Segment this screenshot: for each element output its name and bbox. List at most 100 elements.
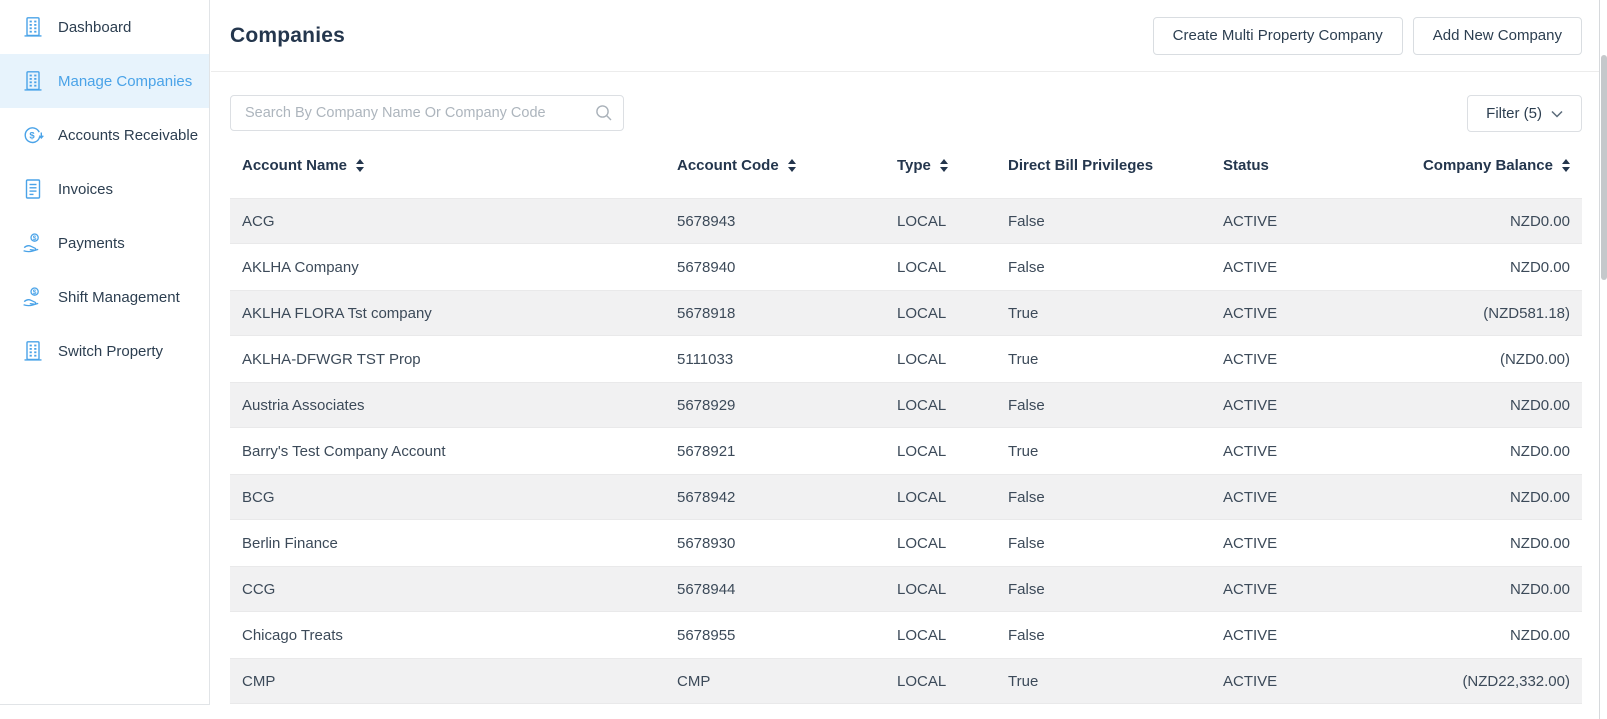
cell-direct-bill-privileges: False <box>1008 580 1045 598</box>
sidebar-item-shift-management[interactable]: $ Shift Management <box>0 270 209 324</box>
cell-type: LOCAL <box>897 212 947 230</box>
sidebar-item-label: Accounts Receivable <box>58 126 199 144</box>
sidebar-item-label: Shift Management <box>58 288 180 306</box>
sort-icon <box>787 158 796 172</box>
cell-direct-bill-privileges: False <box>1008 396 1045 414</box>
cell-account-name: ACG <box>242 212 275 230</box>
column-header-account-code[interactable]: Account Code <box>665 157 885 174</box>
cell-direct-bill-privileges: True <box>1008 304 1039 322</box>
cell-status: ACTIVE <box>1223 626 1278 644</box>
column-header-company-balance[interactable]: Company Balance <box>1383 157 1582 174</box>
search-box <box>230 95 624 131</box>
table-row[interactable]: Chicago Treats 5678955 LOCAL False ACTIVE NZD… <box>230 612 1582 658</box>
cell-direct-bill-privileges: True <box>1008 672 1039 690</box>
sidebar: Dashboard Manage Companies $ Accounts Re… <box>0 0 210 705</box>
sidebar-item-invoices[interactable]: Invoices <box>0 162 209 216</box>
sidebar-item-manage-companies[interactable]: Manage Companies <box>0 54 209 108</box>
cell-direct-bill-privileges: False <box>1008 212 1045 230</box>
table-row[interactable]: AKLHA-DFWGR TST Prop 5111033 LOCAL True ACTI… <box>230 336 1582 382</box>
cell-account-name: Berlin Finance <box>242 534 338 552</box>
sidebar-item-switch-property[interactable]: Switch Property <box>0 324 209 378</box>
cell-status: ACTIVE <box>1223 580 1278 598</box>
cell-type: LOCAL <box>897 258 947 276</box>
add-new-company-button[interactable]: Add New Company <box>1412 16 1582 55</box>
page-title: Companies <box>230 23 345 47</box>
sidebar-item-label: Invoices <box>58 180 114 198</box>
cell-status: ACTIVE <box>1223 488 1278 506</box>
table-row[interactable]: Austria Associates 5678929 LOCAL False ACTIV… <box>230 382 1582 428</box>
svg-text:$: $ <box>29 131 35 142</box>
cell-account-name: CCG <box>242 580 276 598</box>
cell-account-code: 5678930 <box>677 534 736 552</box>
table-row[interactable]: AKLHA Company 5678940 LOCAL False ACTIVE NZD0… <box>230 244 1582 290</box>
building-icon <box>21 339 45 363</box>
cell-direct-bill-privileges: False <box>1008 258 1045 276</box>
sort-icon <box>356 158 365 172</box>
building-icon <box>21 69 45 93</box>
cell-account-name: Chicago Treats <box>242 626 343 644</box>
cell-account-code: 5678929 <box>677 396 736 414</box>
header-actions: Create Multi Property Company Add New Co… <box>1152 16 1582 55</box>
cell-account-name: BCG <box>242 488 275 506</box>
sort-icon <box>1562 158 1570 172</box>
sort-icon <box>939 158 948 172</box>
main-content: Companies Create Multi Property Company … <box>211 0 1599 719</box>
table-header: Account Name Account Code Type Direct Bill … <box>230 132 1582 198</box>
table-row[interactable]: Berlin Finance 5678930 LOCAL False ACTIVE NZD… <box>230 520 1582 566</box>
cell-account-name: Austria Associates <box>242 396 365 414</box>
sidebar-item-accounts-receivable[interactable]: $ Accounts Receivable <box>0 108 209 162</box>
cell-account-code: 5678918 <box>677 304 736 322</box>
table-row[interactable]: CMP CMP LOCAL True ACTIVE (NZD22,332.00) <box>230 658 1582 704</box>
column-label: Type <box>897 156 931 174</box>
table-row[interactable]: AKLHA FLORA Tst company 5678918 LOCAL True A… <box>230 290 1582 336</box>
column-header-account-name[interactable]: Account Name <box>230 157 665 174</box>
table-row[interactable]: CCG 5678944 LOCAL False ACTIVE NZD0.00 <box>230 566 1582 612</box>
cell-company-balance: NZD0.00 <box>1509 258 1570 276</box>
table-row[interactable]: Barry's Test Company Account 5678921 LOCAL… <box>230 428 1582 474</box>
cell-company-balance: (NZD0.00) <box>1499 350 1570 368</box>
sidebar-item-label: Switch Property <box>58 342 164 360</box>
cell-account-code: 5678942 <box>677 488 736 506</box>
cell-type: LOCAL <box>897 396 947 414</box>
column-label: Status <box>1223 156 1269 174</box>
cell-account-code: 5111033 <box>677 350 734 368</box>
table-row[interactable]: BCG 5678942 LOCAL False ACTIVE NZD0.00 <box>230 474 1582 520</box>
payments-icon: $ <box>21 231 45 255</box>
column-header-type[interactable]: Type <box>885 157 996 174</box>
cell-account-code: CMP <box>677 672 711 690</box>
scrollbar[interactable] <box>1599 0 1607 719</box>
cell-type: LOCAL <box>897 442 947 460</box>
cell-type: LOCAL <box>897 488 947 506</box>
column-label: Direct Bill Privileges <box>1008 156 1154 174</box>
search-input[interactable] <box>230 95 624 131</box>
cell-company-balance: NZD0.00 <box>1509 442 1570 460</box>
cell-type: LOCAL <box>897 534 947 552</box>
sidebar-item-dashboard[interactable]: Dashboard <box>0 0 209 54</box>
cell-company-balance: NZD0.00 <box>1509 488 1570 506</box>
cell-status: ACTIVE <box>1223 442 1278 460</box>
cell-account-name: AKLHA-DFWGR TST Prop <box>242 350 421 368</box>
sidebar-item-label: Dashboard <box>58 18 132 36</box>
chevron-down-icon <box>1551 110 1563 118</box>
scrollbar-thumb[interactable] <box>1601 55 1607 280</box>
building-icon <box>21 15 45 39</box>
cell-type: LOCAL <box>897 626 947 644</box>
table-body: ACG 5678943 LOCAL False ACTIVE NZD0.00 AKLHA C… <box>230 198 1582 704</box>
accounts-receivable-icon: $ <box>21 123 45 147</box>
filter-button[interactable]: Filter (5) <box>1467 95 1582 132</box>
cell-company-balance: (NZD581.18) <box>1483 304 1570 322</box>
sidebar-item-payments[interactable]: $ Payments <box>0 216 209 270</box>
cell-company-balance: NZD0.00 <box>1509 580 1570 598</box>
invoice-icon <box>21 177 45 201</box>
table-row[interactable]: ACG 5678943 LOCAL False ACTIVE NZD0.00 <box>230 198 1582 244</box>
create-multi-property-company-button[interactable]: Create Multi Property Company <box>1152 16 1403 55</box>
cell-account-name: AKLHA Company <box>242 258 359 276</box>
cell-status: ACTIVE <box>1223 534 1278 552</box>
cell-status: ACTIVE <box>1223 350 1278 368</box>
column-header-direct-bill-privileges: Direct Bill Privileges <box>996 157 1211 174</box>
page-header: Companies Create Multi Property Company … <box>211 0 1599 72</box>
filter-label: Filter (5) <box>1486 105 1542 122</box>
cell-account-code: 5678943 <box>677 212 736 230</box>
cell-company-balance: NZD0.00 <box>1509 396 1570 414</box>
